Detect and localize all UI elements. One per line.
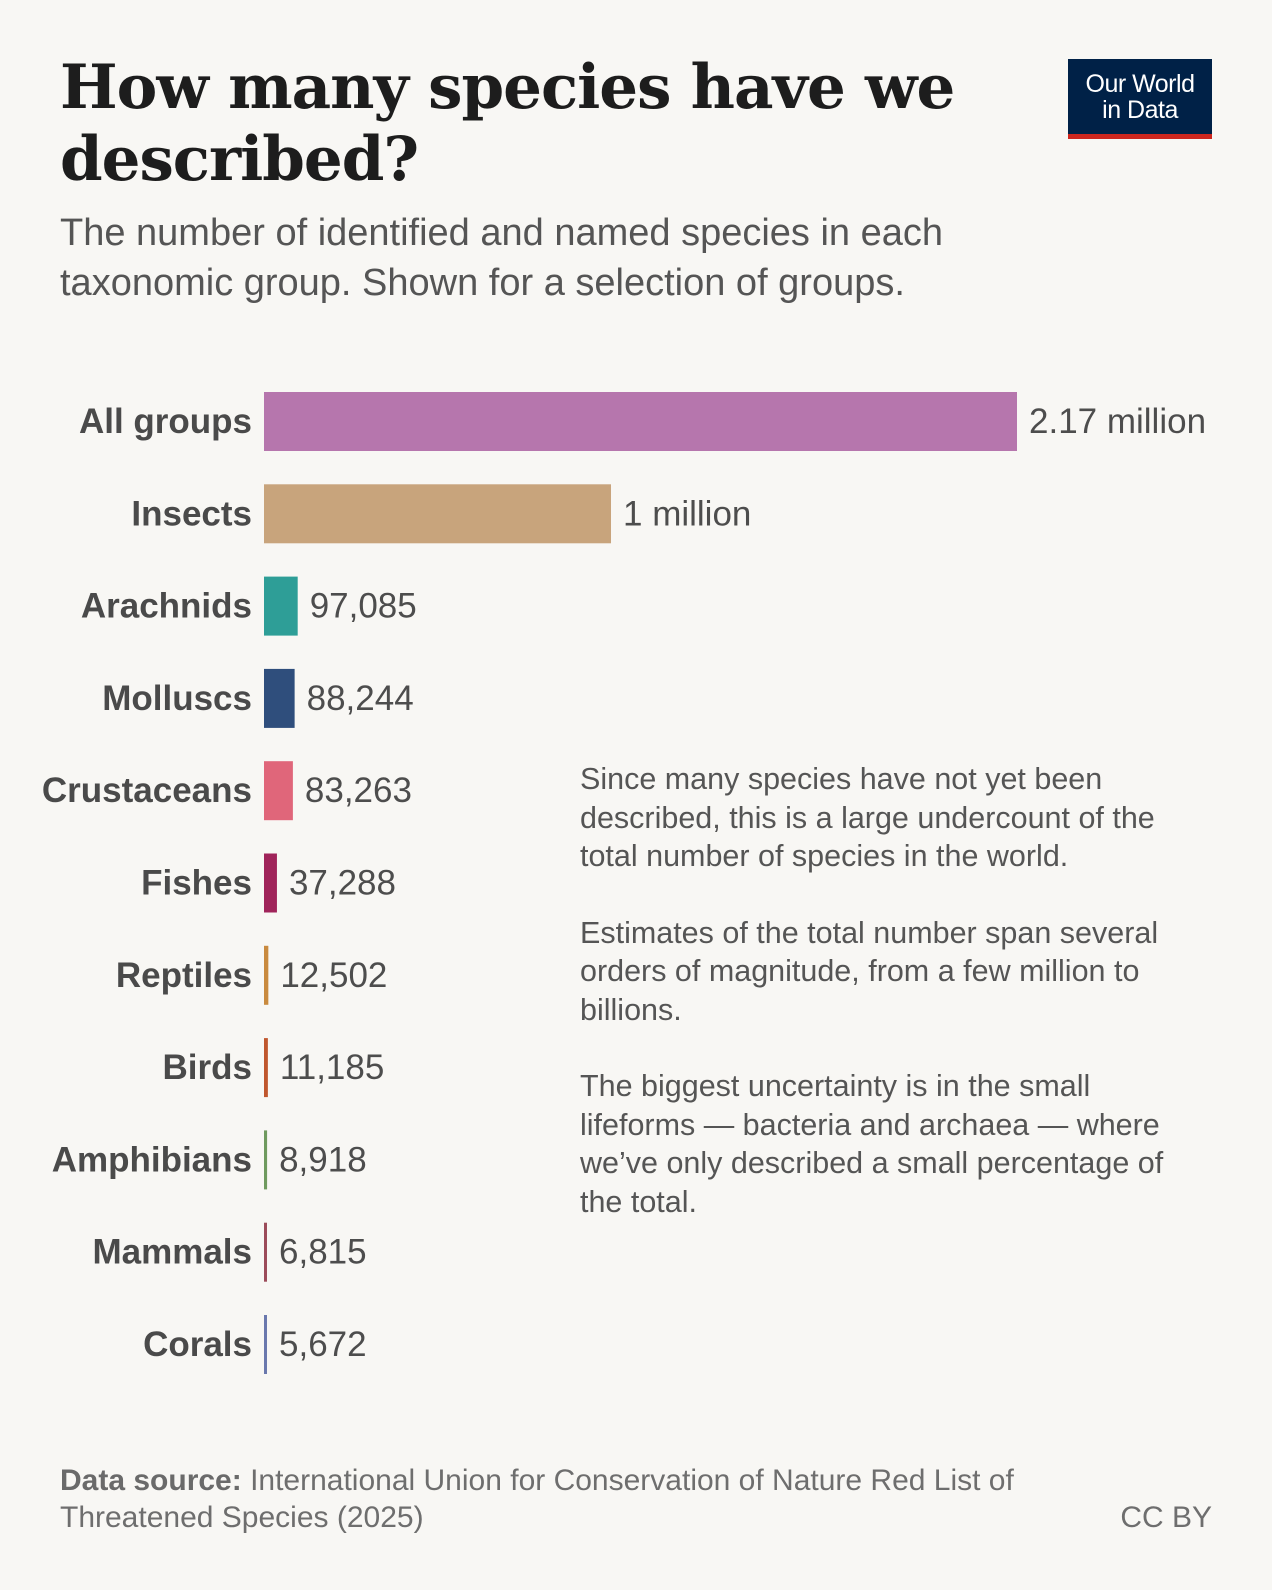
logo-line-2: in Data [1102, 95, 1178, 124]
value-label: 97,085 [310, 587, 417, 626]
bar-chart: All groups 2.17 million Insects 1 million Ar… [42, 392, 1206, 1374]
value-label: 8,918 [279, 1140, 367, 1179]
annotation-paragraph-3: The biggest uncertainty is in the small … [580, 1069, 1164, 1219]
category-label: Arachnids [81, 587, 252, 626]
owid-logo[interactable]: Our World in Data [1068, 59, 1212, 139]
data-source-text[interactable]: International Union for Conservation of … [60, 1464, 1014, 1534]
data-source-label: Data source: [60, 1464, 242, 1497]
category-label: Birds [163, 1048, 252, 1087]
category-label: Fishes [141, 864, 252, 903]
chart-title: How many species have we described? [60, 52, 955, 195]
annotation-paragraph-2: Estimates of the total number span sever… [580, 915, 1159, 1027]
logo-line-1: Our World [1085, 69, 1195, 98]
value-label: 83,263 [305, 771, 412, 810]
value-label: 11,185 [280, 1048, 384, 1087]
category-label: Insects [131, 494, 252, 533]
category-label: Mammals [92, 1233, 252, 1272]
chart-subtitle: The number of identified and named speci… [60, 212, 943, 304]
category-label: Corals [143, 1325, 252, 1364]
bar-birds[interactable] [264, 1038, 268, 1098]
data-source: Data source: International Union for Con… [60, 1462, 1060, 1536]
value-label: 2.17 million [1029, 402, 1206, 441]
bar-reptiles[interactable] [264, 945, 269, 1005]
bar-mammals[interactable] [264, 1222, 267, 1282]
category-label: Crustaceans [42, 771, 252, 810]
category-label: Reptiles [116, 956, 252, 995]
category-label: All groups [79, 402, 252, 441]
category-label: Amphibians [52, 1140, 252, 1179]
annotation-text: Since many species have not yet been des… [580, 760, 1180, 1259]
license-label[interactable]: CC BY [1120, 1501, 1212, 1534]
bar-all-groups[interactable] [264, 392, 1017, 451]
bar-corals[interactable] [264, 1315, 267, 1374]
value-label: 12,502 [280, 956, 387, 995]
bar-amphibians[interactable] [264, 1130, 268, 1190]
value-label: 37,288 [289, 864, 396, 903]
value-label: 6,815 [279, 1233, 367, 1272]
bar-fishes[interactable] [264, 853, 277, 913]
value-label: 5,672 [279, 1325, 367, 1364]
value-label: 1 million [623, 494, 751, 533]
bar-insects[interactable] [264, 484, 612, 544]
category-label: Molluscs [102, 679, 252, 718]
bar-arachnids[interactable] [264, 576, 298, 636]
bar-crustaceans[interactable] [264, 761, 293, 821]
annotation-paragraph-1: Since many species have not yet been des… [580, 762, 1155, 873]
bar-molluscs[interactable] [264, 668, 295, 728]
value-label: 88,244 [307, 679, 414, 718]
